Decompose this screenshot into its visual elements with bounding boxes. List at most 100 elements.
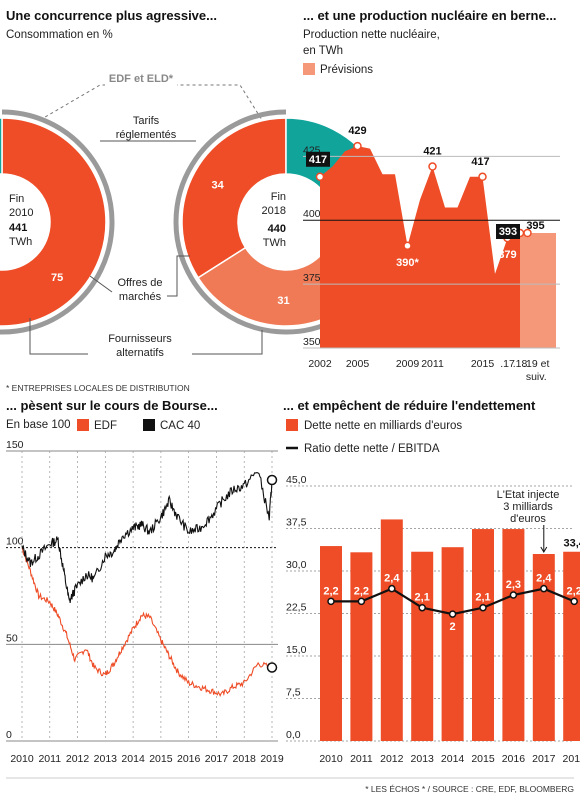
panel3-title: ... pèsent sur le cours de Bourse...: [6, 398, 218, 413]
panel-debt: ... et empêchent de réduire l'endettemen…: [283, 398, 580, 765]
nuclear-point: [403, 241, 412, 251]
nuclear-point-label: 390*: [396, 257, 419, 269]
ratio-point: [570, 597, 578, 606]
nuclear-xtick: .17: [500, 358, 515, 370]
state-injection-annotation: L'Etat injecte: [497, 489, 560, 501]
nuclear-xtick: .18: [513, 358, 528, 370]
group-label: EDF et ELD*: [109, 73, 174, 85]
stock-xtick: 2016: [177, 753, 201, 765]
ratio-point: [357, 597, 366, 606]
production-area: [320, 146, 520, 348]
legend-edf-label: EDF: [94, 420, 117, 432]
stock-line-edf: [21, 547, 273, 697]
debt-xtick: 2011: [350, 753, 373, 765]
ratio-label: 2,1: [415, 592, 430, 604]
debt-xtick: 2013: [411, 753, 435, 765]
nuclear-xtick: 2002: [308, 358, 332, 370]
ratio-label: 2,3: [506, 579, 521, 591]
nuclear-xtick: 2011: [421, 358, 444, 370]
ratio-point: [448, 610, 457, 618]
ratio-label: 2,4: [384, 573, 400, 585]
debt-bar: [350, 552, 373, 741]
footnote-eld: * ENTREPRISES LOCALES DE DISTRIBUTION: [6, 383, 190, 393]
nuclear-point-label: 417: [471, 156, 489, 168]
panel2-title: ... et une production nucléaire en berne…: [303, 8, 557, 23]
debt-ytick: 45,0: [286, 474, 307, 486]
pie-2010: 75322: [0, 109, 115, 335]
nuclear-label-box: [306, 151, 330, 167]
legend-cac-swatch: [143, 419, 155, 431]
nuclear-point-label: 379: [498, 249, 516, 261]
pie-2010-total: 441: [9, 222, 27, 234]
stock-line-cac40: [21, 471, 273, 603]
stock-xtick: 2012: [66, 753, 90, 765]
offres-leader-left: [89, 275, 113, 293]
debt-ytick: 30,0: [286, 559, 307, 571]
nuclear-xtick: 2009: [396, 358, 420, 370]
panel3-subtitle: En base 100: [6, 419, 71, 431]
nuclear-point-label: 395: [526, 220, 544, 232]
ratio-point: [479, 603, 487, 612]
legend-forecast-label: Prévisions: [320, 64, 373, 76]
debt-bar: [411, 551, 434, 741]
group-label-bg: [105, 70, 177, 86]
ratio-label: 2,1: [475, 592, 490, 604]
offres-leader-right: [167, 255, 190, 297]
legend-debt-label: Dette nette en milliards d'euros: [304, 420, 462, 432]
label-fournisseurs: Fournisseurs alternatifs: [108, 333, 172, 359]
legend-cac-label: CAC 40: [160, 420, 200, 432]
state-injection-annotation: 3 milliards: [503, 501, 553, 513]
ratio-label: 2,2: [323, 585, 338, 597]
legend-debt-swatch: [286, 419, 298, 431]
nuclear-point-label: 393: [499, 226, 517, 238]
ratio-point: [509, 591, 518, 599]
ratio-label: 2,2: [354, 585, 369, 597]
debt-chart: 0,0 7,5 15,0 22,5 30,0 37,5 45,0 2010 2011 2012 20…: [286, 474, 580, 765]
pie-2018-total: 440: [268, 223, 286, 235]
stock-ytick: 50: [6, 632, 18, 644]
stock-xtick: 2011: [38, 753, 61, 765]
stock-xtick: 2017: [205, 753, 229, 765]
ratio-label: 2: [450, 621, 456, 633]
stock-ytick: 0: [6, 729, 12, 741]
fournisseurs-leader-right: [192, 330, 263, 355]
panel1-title: Une concurrence plus agressive...: [6, 8, 217, 23]
debt-bar: [441, 547, 464, 741]
debt-bar: [380, 519, 403, 741]
stock-xtick: 2019: [260, 753, 284, 765]
pie-slice-label: 34: [212, 179, 225, 191]
footer-source: * LES ÉCHOS * / SOURCE : CRE, EDF, BLOOM…: [365, 784, 574, 794]
label-tarifs: Tarifs réglementés: [116, 115, 177, 141]
nuclear-ytick: 350: [303, 336, 321, 348]
nuclear-ytick: 375: [303, 272, 321, 284]
stock-xtick: 2014: [121, 753, 145, 765]
debt-bar: [502, 529, 525, 741]
ratio-point: [418, 603, 426, 612]
nuclear-point-label: 429: [348, 125, 366, 137]
ratio-label: 2,4: [536, 573, 552, 585]
panel1-subtitle: Consommation en %: [6, 29, 113, 41]
nuclear-point: [315, 172, 325, 182]
nuclear-ytick: 400: [303, 208, 321, 220]
debt-xtick: 2016: [502, 753, 526, 765]
debt-ytick: 37,5: [286, 517, 307, 529]
nuclear-point: [428, 162, 437, 171]
nuclear-xtick: .19 et: [523, 358, 549, 370]
ratio-point: [327, 597, 335, 606]
debt-xtick: 2010: [319, 753, 343, 765]
stock-end-point: [266, 662, 278, 673]
pie-2018-year: 2018: [262, 205, 286, 217]
pie-slice-fournisseurs: [0, 117, 3, 175]
nuclear-point: [478, 172, 487, 182]
stock-xtick: 2010: [10, 753, 34, 765]
nuclear-label-box: [496, 224, 520, 239]
debt-xtick: 2012: [380, 753, 404, 765]
legend-forecast-swatch: [303, 63, 315, 75]
state-injection-annotation: d'euros: [510, 513, 546, 525]
debt-bar-value-label: 33,4: [563, 538, 580, 550]
annotation-arrow-head: [540, 546, 548, 553]
nuclear-xtick-cont: suiv.: [526, 371, 547, 383]
debt-bar: [532, 554, 555, 741]
debt-bar: [320, 546, 342, 741]
